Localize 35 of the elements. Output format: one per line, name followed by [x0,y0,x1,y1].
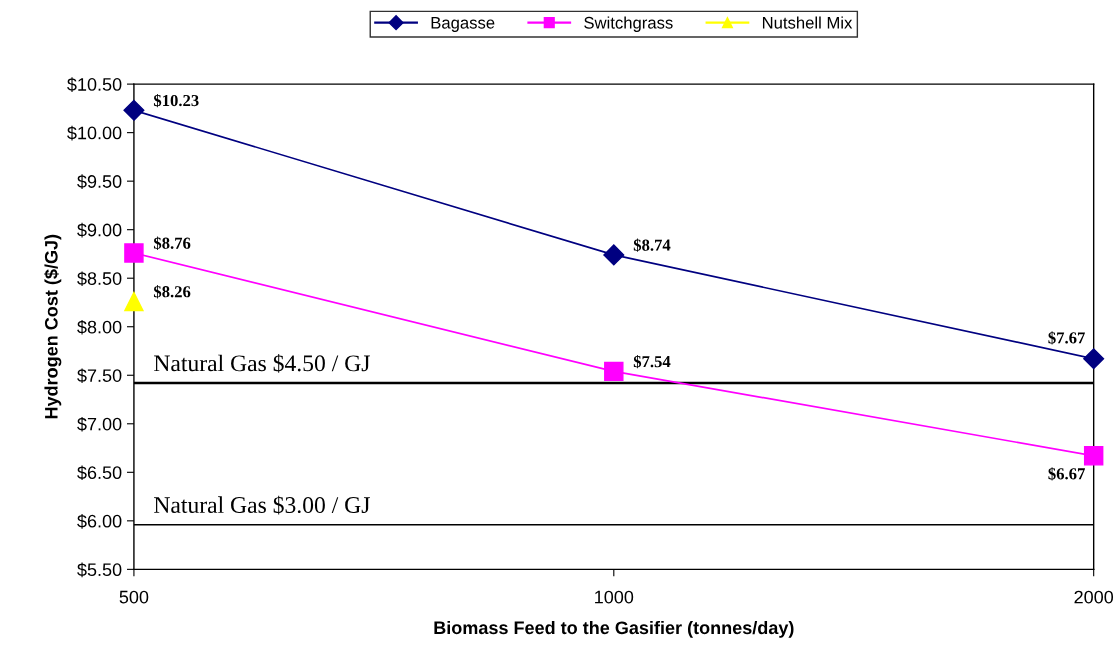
data-label: $8.76 [153,236,191,250]
point [1083,348,1105,370]
y-tick-label: $9.50 [77,174,122,189]
legend-label: Switchgrass [584,16,673,32]
data-label: $10.23 [153,93,199,108]
point [603,244,625,266]
point [124,243,144,263]
y-tick-label: $6.00 [77,514,122,529]
data-label: $8.26 [153,285,191,299]
point [1083,446,1104,466]
ref-line-label: Natural Gas $3.00 / GJ [154,495,370,515]
point [124,291,144,312]
x-tick-label: 2000 [1074,590,1114,604]
ref-line-label: Natural Gas $4.50 / GJ [154,353,370,373]
x-tick-label: 1000 [595,590,634,604]
y-tick-label: $7.00 [77,416,122,432]
y-tick-label: $10.00 [67,125,122,141]
y-axis-title: Hydrogen Cost ($/GJ) [44,234,62,419]
data-label: $7.54 [633,354,671,369]
y-tick-label: $6.50 [77,465,122,481]
y-tick-label: $5.50 [77,562,122,578]
data-label: $7.67 [1048,331,1085,345]
y-tick-label: $8.50 [77,271,122,286]
y-tick-label: $7.50 [77,368,122,384]
point [604,361,624,382]
point [123,99,145,121]
data-label: $8.74 [633,238,671,252]
y-tick-label: $8.00 [77,319,122,335]
y-tick-label: $10.50 [67,77,122,92]
y-tick-label: $9.00 [77,222,122,238]
legend-label: Nutshell Mix [762,16,853,29]
x-tick-label: 500 [119,590,149,604]
legend-label: Bagasse [431,17,495,32]
data-label: $6.67 [1048,467,1085,481]
x-axis-title: Biomass Feed to the Gasifier (tonnes/day) [434,620,794,638]
